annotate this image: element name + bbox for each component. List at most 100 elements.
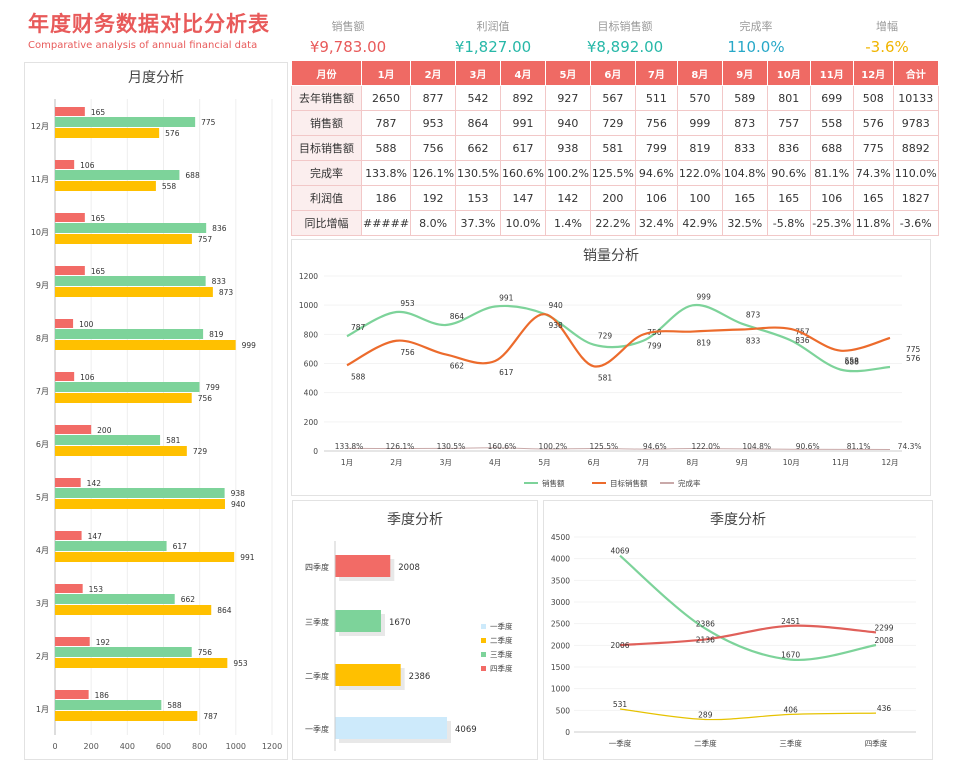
quarter-line-panel: 季度分析 0 500 1000 1500 2000 2500 3000 3500 4000 450… xyxy=(543,500,933,760)
y-tick-label: 8月 xyxy=(36,334,49,343)
bar-目标销售额 xyxy=(55,276,206,286)
table-cell: 9783 xyxy=(892,110,939,136)
y-tick-label: 7月 xyxy=(36,387,49,396)
line-data-label: 775 xyxy=(906,345,921,354)
y-tick-label: 1200 xyxy=(299,272,318,281)
row-label: 销售额 xyxy=(291,110,362,136)
bar-销售额 xyxy=(55,181,156,191)
bar-quarter xyxy=(335,717,447,739)
table-header-cell: 5月 xyxy=(544,60,591,86)
bar-data-label: 200 xyxy=(97,426,112,435)
line-data-label: 688 xyxy=(845,358,860,367)
completion-data-label: 100.2% xyxy=(539,442,568,451)
quarter-line-chart: 0 500 1000 1500 2000 2500 3000 3500 4000 4500 一季度 二… xyxy=(551,533,916,748)
table-cell: 558 xyxy=(809,110,854,136)
bar-data-label: 165 xyxy=(91,214,106,223)
legend-label: 销售额 xyxy=(542,478,565,488)
monthly-title: 月度分析 xyxy=(128,70,184,86)
kpi-label: 销售额 xyxy=(331,20,365,33)
sales-panel: 销量分析 0 200 400 600 800 1000 1200 1月 2月 3月 4月 5月 6月 7月… xyxy=(291,239,931,496)
bar-data-label: 186 xyxy=(95,691,110,700)
table-header-cell: 2月 xyxy=(410,60,457,86)
legend-swatch xyxy=(481,638,486,643)
line-data-label: 864 xyxy=(450,312,465,321)
bar-data-label: 799 xyxy=(205,383,220,392)
bar-data-label: 1670 xyxy=(389,618,411,628)
y-tick-label: 800 xyxy=(304,330,319,339)
table-cell: 953 xyxy=(410,110,457,136)
table-cell: 104.8% xyxy=(721,160,768,186)
table-cell: 542 xyxy=(455,85,501,111)
legend-label: 三季度 xyxy=(490,649,513,659)
bar-目标销售额 xyxy=(55,435,161,445)
x-tick-label: 四季度 xyxy=(865,738,888,748)
bar-利润值 xyxy=(55,637,90,646)
bar-data-label: 999 xyxy=(242,341,257,350)
bar-data-label: 106 xyxy=(80,373,95,382)
kpi-label: 完成率 xyxy=(739,20,773,33)
completion-data-label: 133.8% xyxy=(335,442,364,451)
table-cell: 699 xyxy=(809,85,854,111)
x-tick-label: 600 xyxy=(156,742,171,751)
table-cell: 938 xyxy=(544,135,591,161)
table-cell: 106 xyxy=(809,185,854,211)
bar-利润值 xyxy=(55,425,92,434)
table-cell: 801 xyxy=(766,85,811,111)
bar-销售额 xyxy=(55,711,198,721)
y-tick-label: 5月 xyxy=(36,493,49,502)
table-header-cell: 1月 xyxy=(360,60,412,86)
line-data-label: 938 xyxy=(548,321,563,330)
x-tick-label: 0 xyxy=(52,742,57,751)
line-data-label: 757 xyxy=(795,328,810,337)
bar-目标销售额 xyxy=(55,541,167,551)
bar-目标销售额 xyxy=(55,488,225,498)
x-tick-label: 7月 xyxy=(637,458,649,467)
data-table: 月份 1月 2月 3月 4月 5月 6月 7月 8月 9月 10月 11月 12月 合计 去年销售额 2650… xyxy=(291,60,939,236)
legend-label: 一季度 xyxy=(490,621,513,631)
y-tick-label: 4500 xyxy=(551,533,570,542)
table-cell: 877 xyxy=(410,85,457,111)
kpi-value: ¥1,827.00 xyxy=(454,38,532,56)
monthly-panel: 月度分析 0 200 400 600 800 1000 1200 1月 186 588 787 2月 1… xyxy=(24,62,288,760)
kpi-label: 利润值 xyxy=(476,20,510,33)
table-cell: 81.1% xyxy=(809,160,854,186)
completion-data-label: 94.6% xyxy=(643,442,667,451)
y-tick-label: 2500 xyxy=(551,620,570,629)
bar-利润值 xyxy=(55,266,85,275)
line-data-label: 2008 xyxy=(874,636,893,645)
bar-data-label: 787 xyxy=(203,712,218,721)
row-label: 同比增幅 xyxy=(291,210,362,236)
line-data-label: 953 xyxy=(400,299,415,308)
kpi-value: 110.0% xyxy=(727,38,785,56)
bar-销售额 xyxy=(55,393,192,403)
y-tick-label: 0 xyxy=(313,447,318,456)
table-cell: 833 xyxy=(721,135,768,161)
table-cell: 662 xyxy=(455,135,501,161)
table-cell: -3.6% xyxy=(892,210,939,236)
row-label: 目标销售额 xyxy=(291,135,362,161)
table-cell: 567 xyxy=(589,85,636,111)
table-cell: 125.5% xyxy=(589,160,636,186)
y-tick-label: 1000 xyxy=(299,301,318,310)
bar-销售额 xyxy=(55,340,236,350)
table-cell: 74.3% xyxy=(852,160,894,186)
table-cell: 100.2% xyxy=(544,160,591,186)
bar-data-label: 165 xyxy=(91,267,106,276)
line-data-label: 558 xyxy=(845,357,860,366)
table-header-row: 月份 1月 2月 3月 4月 5月 6月 7月 8月 9月 10月 11月 12月 合计 xyxy=(291,60,939,86)
line-data-label: 662 xyxy=(450,361,465,370)
table-cell: 756 xyxy=(410,135,457,161)
table-cell: 756 xyxy=(634,110,678,136)
bar-data-label: 153 xyxy=(89,585,104,594)
table-cell: -25.3% xyxy=(809,210,854,236)
table-cell: 873 xyxy=(721,110,768,136)
table-cell: 617 xyxy=(500,135,546,161)
table-row: 去年销售额 2650 877 542 892 927 567 511 570 589 801 699 5… xyxy=(291,85,939,111)
bar-data-label: 192 xyxy=(96,638,111,647)
kpi-growth: 增幅 -3.6% xyxy=(822,18,952,56)
bar-data-label: 938 xyxy=(231,489,246,498)
line-销售额 xyxy=(346,303,891,373)
bar-利润值 xyxy=(55,372,75,381)
table-cell: 22.2% xyxy=(589,210,636,236)
table-cell: 192 xyxy=(410,185,457,211)
